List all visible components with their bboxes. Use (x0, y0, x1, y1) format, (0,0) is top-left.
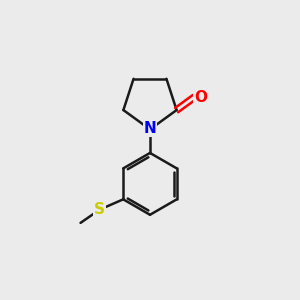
Text: S: S (94, 202, 105, 217)
Text: N: N (144, 121, 156, 136)
Text: O: O (194, 90, 207, 105)
